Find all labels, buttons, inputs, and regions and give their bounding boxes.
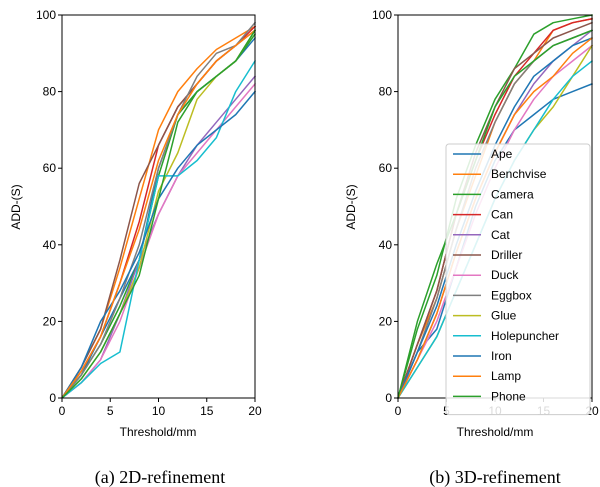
legend-item-lamp: Lamp bbox=[453, 369, 521, 383]
legend-item-glue: Glue bbox=[453, 309, 517, 323]
x-axis-label-b: Threshold/mm bbox=[457, 425, 534, 439]
legend-label-duck: Duck bbox=[491, 268, 519, 282]
legend-item-eggbox: Eggbox bbox=[453, 288, 532, 302]
x-tick-label-a-20: 20 bbox=[248, 404, 262, 418]
plot-frame-a bbox=[61, 14, 256, 399]
panel-2d-refinement: ADD-(S) Threshold/mm (a) 2D-refinement 0… bbox=[9, 8, 262, 487]
x-axis-label-a: Threshold/mm bbox=[120, 425, 197, 439]
legend-label-lamp: Lamp bbox=[491, 369, 521, 383]
y-tick-label-a-0: 0 bbox=[49, 391, 56, 405]
x-tick-label-a-15: 15 bbox=[200, 404, 214, 418]
y-tick-label-b-80: 80 bbox=[379, 85, 393, 99]
series-line-a-iron bbox=[60, 90, 257, 400]
x-tick-label-a-0: 0 bbox=[59, 404, 66, 418]
legend-label-eggbox: Eggbox bbox=[491, 288, 532, 302]
x-tick-label-a-5: 5 bbox=[107, 404, 114, 418]
legend-label-driller: Driller bbox=[491, 248, 522, 262]
legend-label-phone: Phone bbox=[491, 389, 526, 403]
y-tick-label-b-0: 0 bbox=[385, 391, 392, 405]
legend-item-cat: Cat bbox=[453, 228, 510, 242]
series-line-b-phone bbox=[397, 29, 593, 399]
legend-item-driller: Driller bbox=[453, 248, 522, 262]
series-line-b-camera bbox=[397, 14, 593, 399]
legend-item-duck: Duck bbox=[453, 268, 519, 282]
y-tick-label-b-20: 20 bbox=[379, 314, 393, 328]
x-tick-label-b-0: 0 bbox=[395, 404, 402, 418]
y-tick-label-a-40: 40 bbox=[43, 238, 57, 252]
legend-item-can: Can bbox=[453, 208, 513, 222]
series-line-a-eggbox bbox=[60, 21, 257, 400]
legend-label-benchvise: Benchvise bbox=[491, 167, 547, 181]
legend-box-b bbox=[445, 143, 591, 416]
series-line-a-lamp bbox=[60, 29, 257, 400]
legend-b: Ape Benchvise Camera Can Cat Driller Duck Eggbo… bbox=[445, 143, 591, 416]
caption-a: (a) 2D-refinement bbox=[95, 467, 225, 487]
y-tick-label-b-100: 100 bbox=[372, 8, 392, 22]
series-lines-a bbox=[60, 21, 257, 400]
y-axis-label-a: ADD-(S) bbox=[9, 184, 23, 229]
legend-item-benchvise: Benchvise bbox=[453, 167, 547, 181]
y-tick-label-b-60: 60 bbox=[379, 161, 393, 175]
y-tick-label-a-100: 100 bbox=[36, 8, 56, 22]
x-tick-label-a-10: 10 bbox=[152, 404, 166, 418]
legend-label-can: Can bbox=[491, 208, 513, 222]
series-line-a-can bbox=[60, 25, 257, 400]
legend-label-camera: Camera bbox=[491, 187, 534, 201]
legend-item-phone: Phone bbox=[453, 389, 526, 403]
legend-label-iron: Iron bbox=[491, 349, 512, 363]
y-tick-label-a-60: 60 bbox=[43, 161, 57, 175]
series-line-a-benchvise bbox=[60, 25, 257, 400]
legend-item-ape: Ape bbox=[453, 147, 513, 161]
legend-label-cat: Cat bbox=[491, 228, 510, 242]
caption-b: (b) 3D-refinement bbox=[429, 467, 560, 487]
legend-label-glue: Glue bbox=[491, 309, 517, 323]
series-line-a-holepuncher bbox=[60, 59, 257, 400]
series-line-a-phone bbox=[60, 29, 257, 400]
legend-item-holepuncher: Holepuncher bbox=[453, 329, 559, 343]
y-tick-label-a-80: 80 bbox=[43, 85, 57, 99]
legend-item-iron: Iron bbox=[453, 349, 512, 363]
legend-label-ape: Ape bbox=[491, 147, 513, 161]
legend-item-camera: Camera bbox=[453, 187, 534, 201]
panel-3d-refinement: ADD-(S) Threshold/mm (b) 3D-refinement 0… bbox=[344, 8, 599, 487]
legend-label-holepuncher: Holepuncher bbox=[491, 329, 559, 343]
y-tick-label-a-20: 20 bbox=[43, 314, 57, 328]
y-axis-label-b: ADD-(S) bbox=[344, 184, 358, 229]
y-tick-label-b-40: 40 bbox=[379, 238, 393, 252]
